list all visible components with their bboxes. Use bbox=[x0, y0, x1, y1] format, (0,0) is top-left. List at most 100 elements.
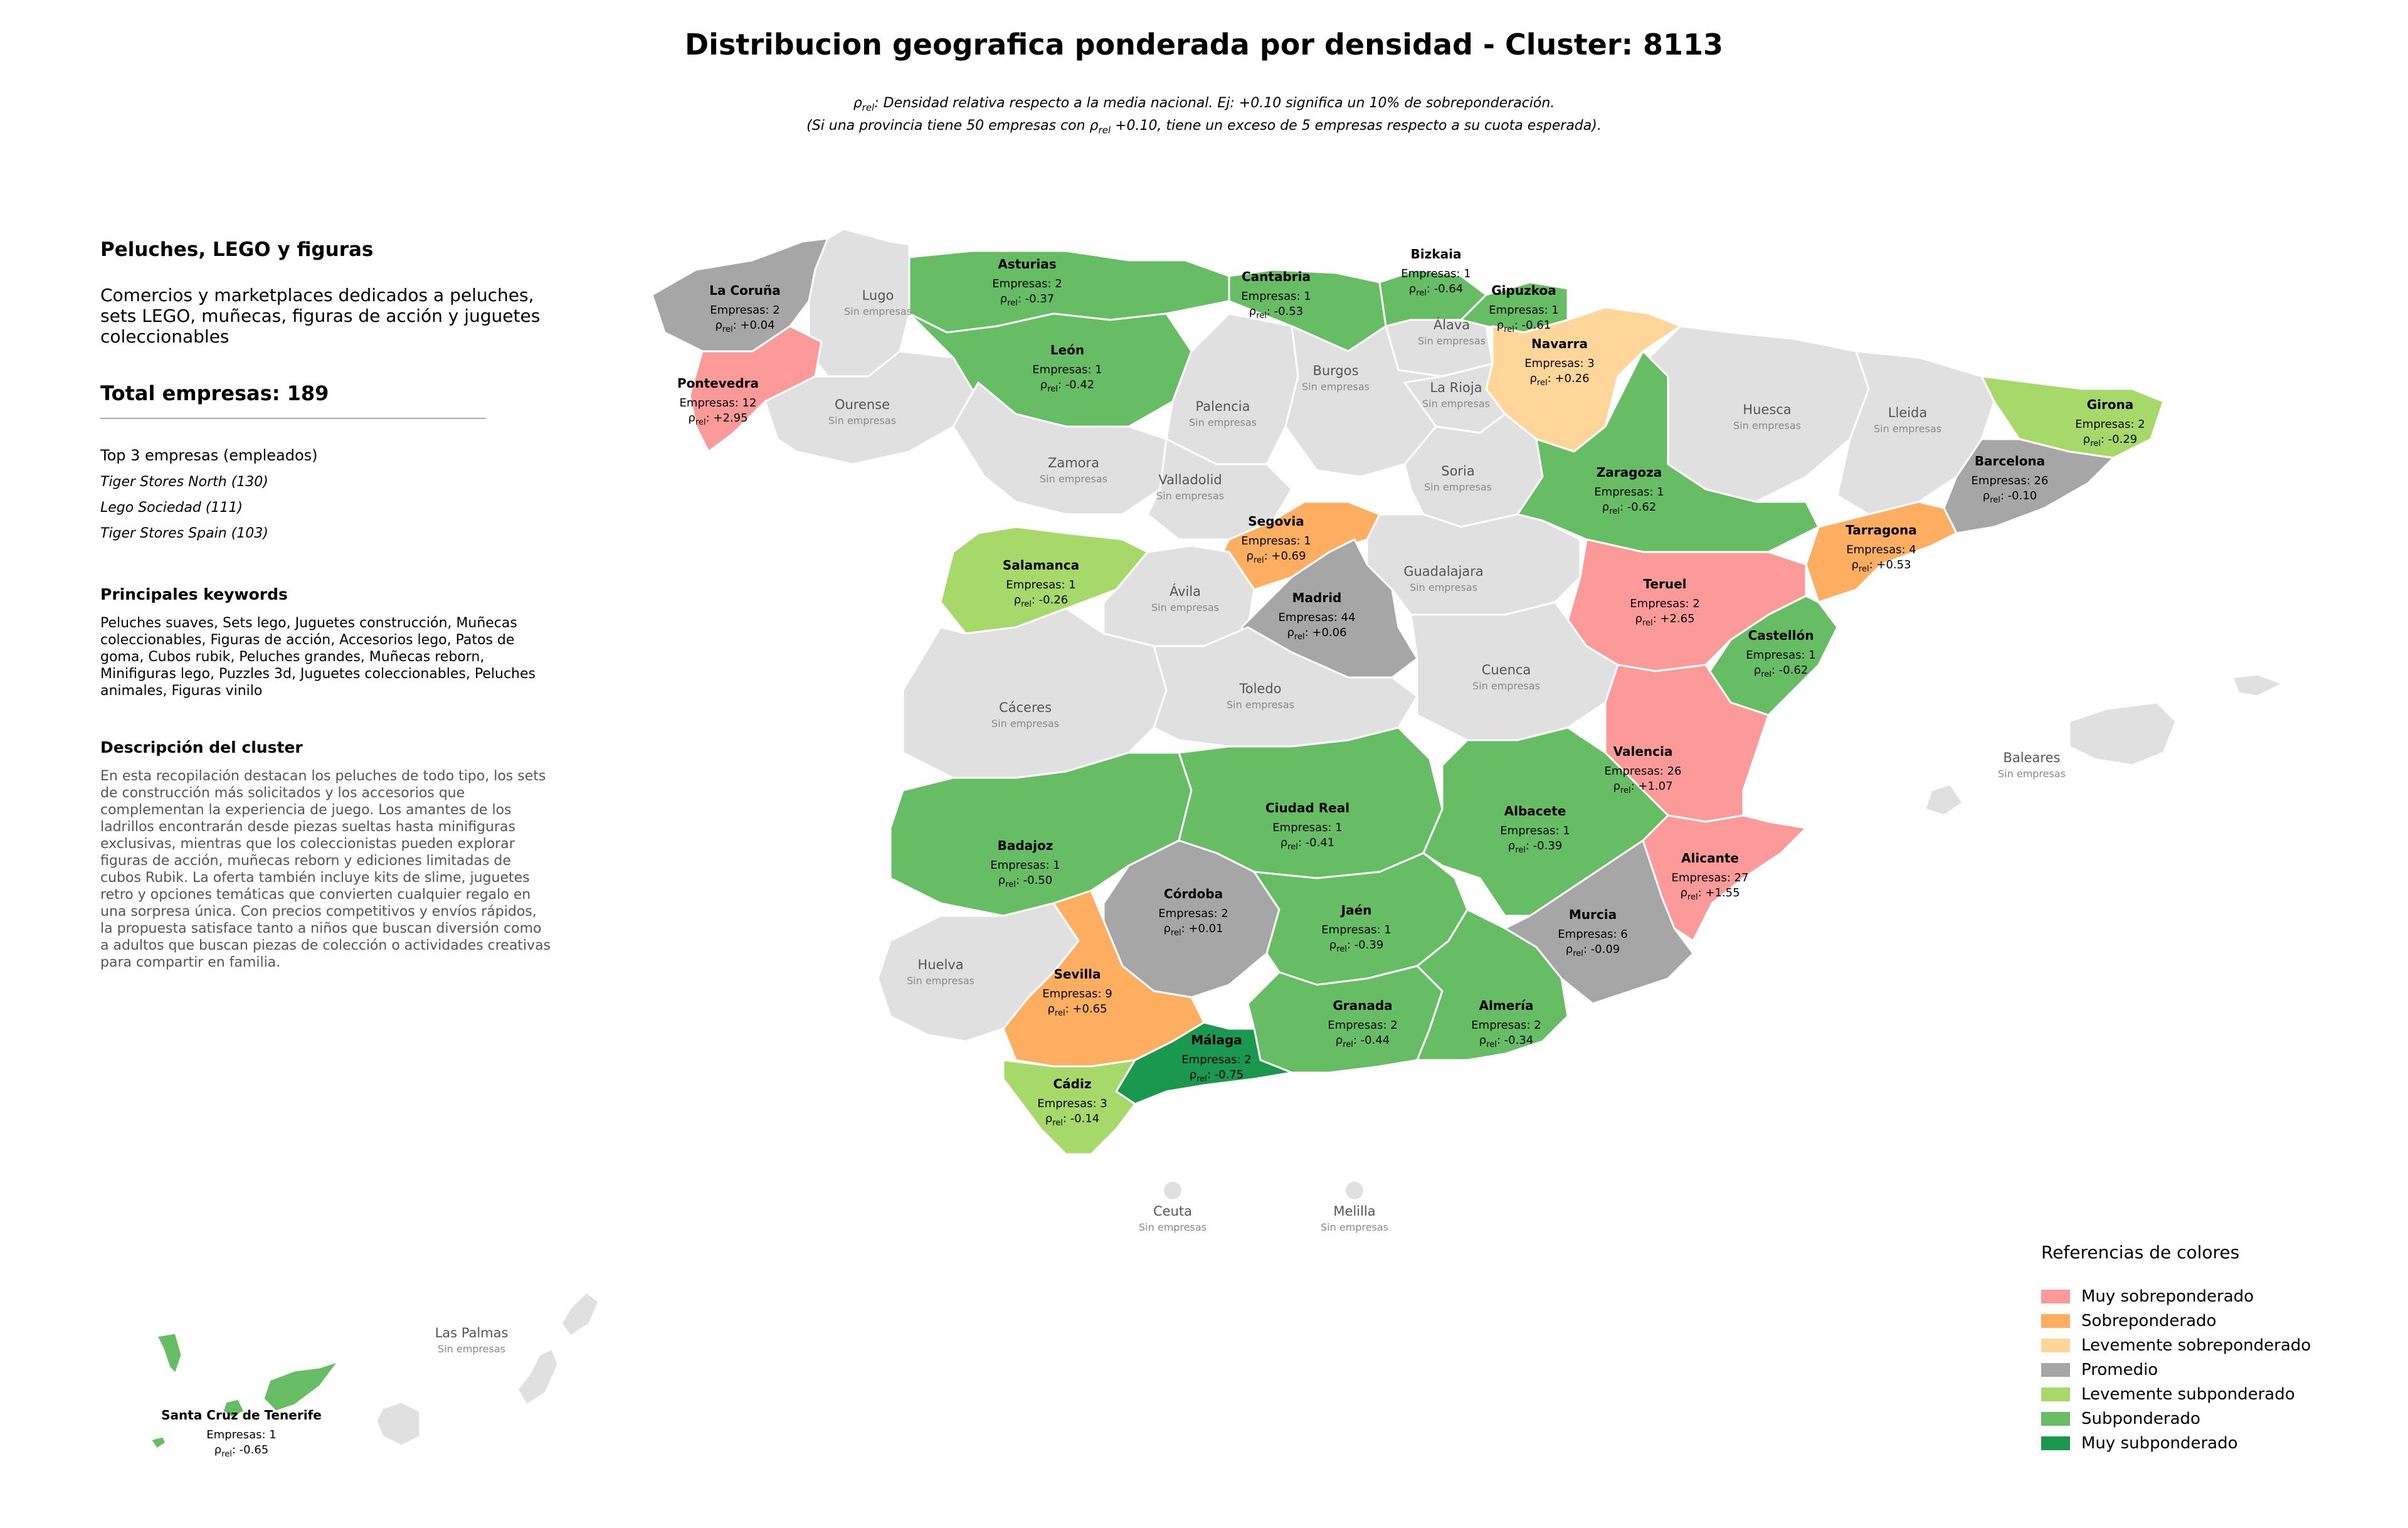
province-name-la-coruna: La Coruña bbox=[709, 283, 780, 298]
province-rho-albacete: ρrel: -0.39 bbox=[1508, 839, 1562, 855]
top-company-2: Lego Sociedad (111) bbox=[100, 500, 243, 516]
province-empty-la-rioja: Sin empresas bbox=[1422, 398, 1490, 410]
province-empty-huesca: Sin empresas bbox=[1733, 420, 1801, 432]
province-empty-alava: Sin empresas bbox=[1418, 335, 1486, 347]
province-empty-burgos: Sin empresas bbox=[1302, 381, 1370, 393]
province-rho-girona: ρrel: -0.29 bbox=[2083, 433, 2137, 448]
province-name-castellon: Castellón bbox=[1748, 628, 1814, 643]
province-rho-santa-cruz-de-tenerife: ρrel: -0.65 bbox=[214, 1443, 268, 1459]
legend-item-levemente-subponderado: Levemente subponderado bbox=[2041, 1382, 2311, 1406]
legend-label: Subponderado bbox=[2081, 1409, 2200, 1428]
color-legend: Referencias de colores Muy sobreponderad… bbox=[2041, 1242, 2311, 1455]
province-name-navarra: Navarra bbox=[1531, 336, 1588, 351]
province-rho-jaen: ρrel: -0.39 bbox=[1329, 938, 1383, 954]
province-count-gipuzkoa: Empresas: 1 bbox=[1489, 304, 1558, 317]
province-rho-murcia: ρrel: -0.09 bbox=[1566, 943, 1620, 958]
province-count-tarragona: Empresas: 4 bbox=[1846, 543, 1916, 556]
province-count-sevilla: Empresas: 9 bbox=[1042, 987, 1112, 1000]
province-name-palencia: Palencia bbox=[1196, 399, 1250, 414]
province-empty-avila: Sin empresas bbox=[1151, 602, 1219, 613]
province-shape-barcelona bbox=[1943, 438, 2115, 534]
province-empty-ceuta: Sin empresas bbox=[1139, 1221, 1207, 1233]
cluster-short-desc: Comercios y marketplaces dedicados a pel… bbox=[100, 285, 541, 347]
legend-swatch bbox=[2041, 1362, 2070, 1377]
province-name-zaragoza: Zaragoza bbox=[1597, 465, 1662, 480]
province-name-ciudad-real: Ciudad Real bbox=[1265, 800, 1349, 815]
cluster-info-panel: Peluches, LEGO y figuras Comercios y mar… bbox=[100, 238, 552, 971]
province-empty-huelva: Sin empresas bbox=[907, 975, 974, 987]
province-count-albacete: Empresas: 1 bbox=[1500, 824, 1570, 837]
legend-swatch bbox=[2041, 1387, 2070, 1401]
province-count-leon: Empresas: 1 bbox=[1032, 363, 1102, 376]
province-shape-santa-cruz-de-tenerife bbox=[149, 1332, 340, 1450]
province-rho-pontevedra: ρrel: +2.95 bbox=[688, 411, 747, 427]
province-name-girona: Girona bbox=[2087, 397, 2134, 412]
desc-title: Descripción del cluster bbox=[100, 738, 303, 756]
province-name-leon: León bbox=[1050, 342, 1084, 358]
province-shapes bbox=[149, 228, 2284, 1450]
province-name-caceres: Cáceres bbox=[999, 700, 1052, 715]
legend-items: Muy sobreponderado Sobreponderado Levement… bbox=[2041, 1284, 2311, 1455]
province-rho-barcelona: ρrel: -0.10 bbox=[1983, 489, 2037, 505]
province-name-soria: Soria bbox=[1441, 464, 1475, 479]
province-rho-badajoz: ρrel: -0.50 bbox=[998, 874, 1052, 889]
keywords-title: Principales keywords bbox=[100, 585, 288, 603]
province-count-granada: Empresas: 2 bbox=[1328, 1019, 1397, 1032]
province-rho-asturias: ρrel: -0.37 bbox=[1000, 292, 1054, 308]
province-count-cantabria: Empresas: 1 bbox=[1241, 290, 1311, 303]
province-rho-tarragona: ρrel: +0.53 bbox=[1851, 558, 1911, 574]
total-companies: Total empresas: 189 bbox=[100, 381, 329, 405]
province-count-murcia: Empresas: 6 bbox=[1558, 928, 1627, 941]
province-rho-navarra: ρrel: +0.26 bbox=[1529, 372, 1589, 388]
province-name-cantabria: Cantabria bbox=[1242, 269, 1311, 284]
province-rho-castellon: ρrel: -0.62 bbox=[1754, 664, 1808, 679]
province-count-madrid: Empresas: 44 bbox=[1279, 611, 1356, 624]
province-name-valladolid: Valladolid bbox=[1158, 472, 1222, 487]
province-empty-melilla: Sin empresas bbox=[1321, 1221, 1388, 1233]
province-shape-lugo bbox=[808, 228, 911, 378]
province-name-teruel: Teruel bbox=[1643, 576, 1686, 592]
province-name-las-palmas: Las Palmas bbox=[435, 1325, 509, 1340]
province-empty-cuenca: Sin empresas bbox=[1472, 680, 1540, 692]
province-shape-tarragona bbox=[1805, 501, 1958, 603]
province-empty-baleares: Sin empresas bbox=[1998, 768, 2066, 780]
province-shape-lleida bbox=[1836, 350, 1995, 516]
province-count-jaen: Empresas: 1 bbox=[1321, 923, 1391, 936]
province-name-almeria: Almería bbox=[1479, 998, 1534, 1013]
province-count-valencia: Empresas: 26 bbox=[1605, 765, 1682, 778]
legend-swatch bbox=[2041, 1411, 2070, 1426]
province-count-zaragoza: Empresas: 1 bbox=[1594, 485, 1664, 499]
province-shape-palencia bbox=[1165, 312, 1299, 465]
province-name-salamanca: Salamanca bbox=[1003, 558, 1079, 573]
province-rho-cordoba: ρrel: +0.01 bbox=[1163, 922, 1223, 938]
province-labels: La Coruña Empresas: 2 ρrel: +0.04 Lugo Sin e… bbox=[161, 247, 2145, 1459]
province-count-la-coruna: Empresas: 2 bbox=[710, 304, 779, 317]
density-note: ρrel: Densidad relativa respecto a la me… bbox=[0, 94, 2408, 140]
province-rho-leon: ρrel: -0.42 bbox=[1040, 378, 1094, 394]
province-count-asturias: Empresas: 2 bbox=[992, 277, 1062, 290]
province-name-badajoz: Badajoz bbox=[998, 838, 1054, 853]
legend-title: Referencias de colores bbox=[2041, 1242, 2240, 1263]
province-count-castellon: Empresas: 1 bbox=[1746, 649, 1815, 662]
province-rho-gipuzkoa: ρrel: -0.61 bbox=[1497, 319, 1551, 334]
province-empty-zamora: Sin empresas bbox=[1040, 473, 1107, 485]
top-company-3: Tiger Stores Spain (103) bbox=[100, 526, 268, 541]
legend-swatch bbox=[2041, 1338, 2070, 1352]
province-name-ceuta: Ceuta bbox=[1153, 1204, 1192, 1219]
province-name-santa-cruz-de-tenerife: Santa Cruz de Tenerife bbox=[161, 1408, 322, 1423]
province-count-santa-cruz-de-tenerife: Empresas: 1 bbox=[206, 1428, 276, 1441]
province-empty-caceres: Sin empresas bbox=[991, 718, 1059, 730]
province-name-cadiz: Cádiz bbox=[1054, 1076, 1092, 1091]
province-name-melilla: Melilla bbox=[1333, 1204, 1375, 1219]
map-title: Distribucion geografica ponderada por de… bbox=[685, 28, 1723, 61]
province-rho-cadiz: ρrel: -0.14 bbox=[1045, 1112, 1099, 1128]
province-count-segovia: Empresas: 1 bbox=[1241, 534, 1311, 548]
top-company-1: Tiger Stores North (130) bbox=[100, 474, 268, 490]
density-note-line-1: ρrel: Densidad relativa respecto a la me… bbox=[853, 95, 1555, 114]
province-rho-valencia: ρrel: +1.07 bbox=[1613, 780, 1672, 795]
province-name-alava: Álava bbox=[1434, 317, 1470, 332]
legend-swatch bbox=[2041, 1313, 2070, 1328]
province-empty-toledo: Sin empresas bbox=[1227, 699, 1294, 711]
province-name-segovia: Segovia bbox=[1248, 514, 1304, 529]
